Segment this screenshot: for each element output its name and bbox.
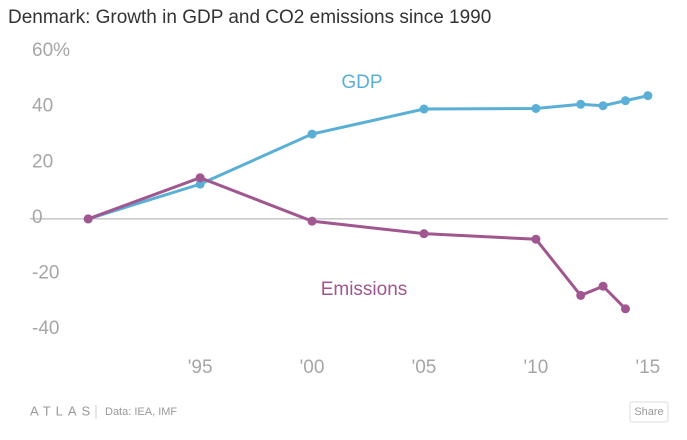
y-tick-label: 0 <box>32 207 43 228</box>
data-point <box>576 99 586 109</box>
x-tick-label: '15 <box>635 357 660 378</box>
y-tick-label: -40 <box>32 318 59 339</box>
brand: ATLAS <box>30 403 95 418</box>
data-point <box>419 104 429 114</box>
data-point <box>307 216 317 226</box>
share-button[interactable] <box>629 401 669 423</box>
y-tick-label: 60% <box>32 40 70 61</box>
data-point <box>620 96 630 106</box>
x-tick-label: '10 <box>524 357 549 378</box>
x-tick-label: '00 <box>300 357 325 378</box>
y-tick-label: 20 <box>32 151 53 172</box>
data-point <box>531 234 541 244</box>
y-tick-label: 40 <box>32 96 53 117</box>
share-label[interactable]: Share <box>634 406 663 418</box>
data-point <box>643 91 653 101</box>
x-tick-label: '05 <box>412 357 437 378</box>
series-label: GDP <box>341 72 382 93</box>
data-point <box>531 103 541 113</box>
data-point <box>576 290 586 300</box>
y-tick-label: -20 <box>32 263 59 284</box>
data-point <box>195 173 205 183</box>
series-label: Emissions <box>321 279 408 300</box>
data-point <box>83 214 93 224</box>
data-point <box>419 229 429 239</box>
data-point <box>598 281 608 291</box>
data-point <box>307 129 317 139</box>
source: Data: IEA, IMF <box>105 406 177 418</box>
x-tick-label: '95 <box>188 357 213 378</box>
data-point <box>598 101 608 111</box>
data-point <box>195 179 205 189</box>
data-point <box>620 304 630 314</box>
chart-title: Denmark: Growth in GDP and CO2 emissions… <box>8 7 491 28</box>
series-line <box>87 94 649 221</box>
